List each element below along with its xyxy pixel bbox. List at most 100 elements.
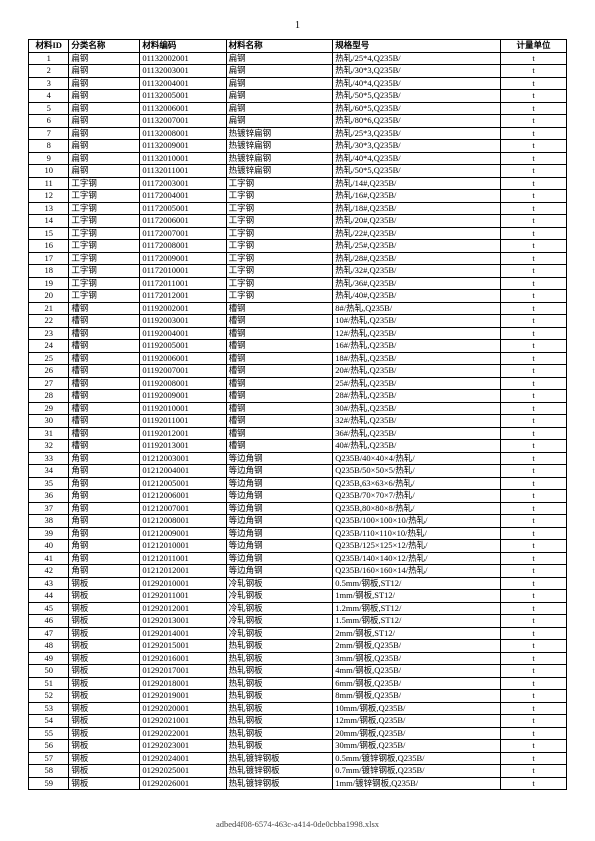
cell-cat: 角钢	[69, 477, 140, 490]
cell-spec: 热轧/28#,Q235B/	[333, 252, 501, 265]
cell-spec: 热轧/30*3,Q235B/	[333, 65, 501, 78]
cell-spec: 12mm/钢板,Q235B/	[333, 715, 501, 728]
table-row: 1扁钢01132002001扁钢热轧/25*4,Q235B/t	[29, 52, 567, 65]
cell-name: 热轧钢板	[226, 690, 333, 703]
cell-id: 45	[29, 602, 69, 615]
cell-name: 热镀锌扁钢	[226, 127, 333, 140]
cell-code: 01192012001	[140, 427, 226, 440]
cell-code: 01172004001	[140, 190, 226, 203]
cell-cat: 扁钢	[69, 140, 140, 153]
table-row: 14工字钢01172006001工字钢热轧/20#,Q235B/t	[29, 215, 567, 228]
cell-spec: 热轧/80*6,Q235B/	[333, 115, 501, 128]
cell-unit: t	[501, 765, 567, 778]
cell-id: 57	[29, 752, 69, 765]
cell-unit: t	[501, 477, 567, 490]
cell-spec: 热轧/22#,Q235B/	[333, 227, 501, 240]
cell-name: 槽钢	[226, 365, 333, 378]
cell-id: 36	[29, 490, 69, 503]
cell-unit: t	[501, 577, 567, 590]
cell-spec: 热轧/14#,Q235B/	[333, 177, 501, 190]
cell-name: 等边角钢	[226, 502, 333, 515]
cell-unit: t	[501, 540, 567, 553]
cell-id: 3	[29, 77, 69, 90]
cell-code: 01132007001	[140, 115, 226, 128]
cell-id: 9	[29, 152, 69, 165]
cell-code: 01292011001	[140, 590, 226, 603]
cell-cat: 工字钢	[69, 190, 140, 203]
table-row: 53钢板01292020001热轧钢板10mm/钢板,Q235B/t	[29, 702, 567, 715]
table-row: 56钢板01292023001热轧钢板30mm/钢板,Q235B/t	[29, 740, 567, 753]
table-row: 13工字钢01172005001工字钢热轧/18#,Q235B/t	[29, 202, 567, 215]
cell-cat: 钢板	[69, 615, 140, 628]
cell-code: 01172003001	[140, 177, 226, 190]
header-id: 材料ID	[29, 40, 69, 53]
table-header-row: 材料ID 分类名称 材料编码 材料名称 规格型号 计量单位	[29, 40, 567, 53]
cell-unit: t	[501, 690, 567, 703]
cell-id: 8	[29, 140, 69, 153]
cell-id: 12	[29, 190, 69, 203]
cell-id: 16	[29, 240, 69, 253]
cell-name: 等边角钢	[226, 527, 333, 540]
cell-id: 49	[29, 652, 69, 665]
cell-unit: t	[501, 65, 567, 78]
cell-code: 01292026001	[140, 777, 226, 790]
table-row: 37角钢01212007001等边角钢Q235B,80×80×8/热轧/t	[29, 502, 567, 515]
table-row: 52钢板01292019001热轧钢板8mm/钢板,Q235B/t	[29, 690, 567, 703]
cell-cat: 角钢	[69, 490, 140, 503]
cell-code: 01132010001	[140, 152, 226, 165]
table-row: 7扁钢01132008001热镀锌扁钢热轧/25*3,Q235B/t	[29, 127, 567, 140]
cell-id: 35	[29, 477, 69, 490]
cell-unit: t	[501, 290, 567, 303]
cell-name: 热轧镀锌钢板	[226, 752, 333, 765]
cell-cat: 角钢	[69, 465, 140, 478]
cell-id: 42	[29, 565, 69, 578]
cell-name: 扁钢	[226, 77, 333, 90]
cell-code: 01212005001	[140, 477, 226, 490]
cell-cat: 槽钢	[69, 440, 140, 453]
cell-unit: t	[501, 102, 567, 115]
cell-unit: t	[501, 715, 567, 728]
cell-code: 01192005001	[140, 340, 226, 353]
cell-unit: t	[501, 727, 567, 740]
table-row: 20工字钢01172012001工字钢热轧/40#,Q235B/t	[29, 290, 567, 303]
cell-code: 01192004001	[140, 327, 226, 340]
cell-id: 34	[29, 465, 69, 478]
cell-name: 热轧镀锌钢板	[226, 777, 333, 790]
table-row: 40角钢01212010001等边角钢Q235B/125×125×12/热轧/t	[29, 540, 567, 553]
cell-code: 01212004001	[140, 465, 226, 478]
cell-unit: t	[501, 152, 567, 165]
cell-cat: 钢板	[69, 727, 140, 740]
cell-cat: 扁钢	[69, 115, 140, 128]
cell-spec: 0.7mm/镀锌钢板,Q235B/	[333, 765, 501, 778]
cell-unit: t	[501, 627, 567, 640]
cell-code: 01212006001	[140, 490, 226, 503]
table-row: 32槽钢01192013001槽钢40#/热轧,Q235B/t	[29, 440, 567, 453]
cell-name: 槽钢	[226, 352, 333, 365]
table-row: 11工字钢01172003001工字钢热轧/14#,Q235B/t	[29, 177, 567, 190]
cell-code: 01292012001	[140, 602, 226, 615]
cell-id: 51	[29, 677, 69, 690]
cell-unit: t	[501, 427, 567, 440]
cell-name: 冷轧钢板	[226, 627, 333, 640]
cell-id: 40	[29, 540, 69, 553]
cell-name: 等边角钢	[226, 565, 333, 578]
cell-name: 槽钢	[226, 340, 333, 353]
table-row: 51钢板01292018001热轧钢板6mm/钢板,Q235B/t	[29, 677, 567, 690]
cell-cat: 槽钢	[69, 315, 140, 328]
table-row: 50钢板01292017001热轧钢板4mm/钢板,Q235B/t	[29, 665, 567, 678]
cell-code: 01292020001	[140, 702, 226, 715]
cell-name: 扁钢	[226, 65, 333, 78]
cell-id: 47	[29, 627, 69, 640]
cell-unit: t	[501, 77, 567, 90]
cell-unit: t	[501, 202, 567, 215]
cell-name: 工字钢	[226, 177, 333, 190]
cell-cat: 扁钢	[69, 52, 140, 65]
cell-id: 5	[29, 102, 69, 115]
cell-id: 38	[29, 515, 69, 528]
cell-spec: Q235B/70×70×7/热轧/	[333, 490, 501, 503]
cell-name: 热轧钢板	[226, 702, 333, 715]
table-row: 15工字钢01172007001工字钢热轧/22#,Q235B/t	[29, 227, 567, 240]
cell-code: 01132002001	[140, 52, 226, 65]
cell-name: 热轧钢板	[226, 740, 333, 753]
cell-spec: Q235B/100×100×10/热轧/	[333, 515, 501, 528]
